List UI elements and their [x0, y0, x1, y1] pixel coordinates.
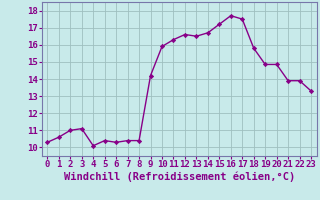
X-axis label: Windchill (Refroidissement éolien,°C): Windchill (Refroidissement éolien,°C) — [64, 172, 295, 182]
